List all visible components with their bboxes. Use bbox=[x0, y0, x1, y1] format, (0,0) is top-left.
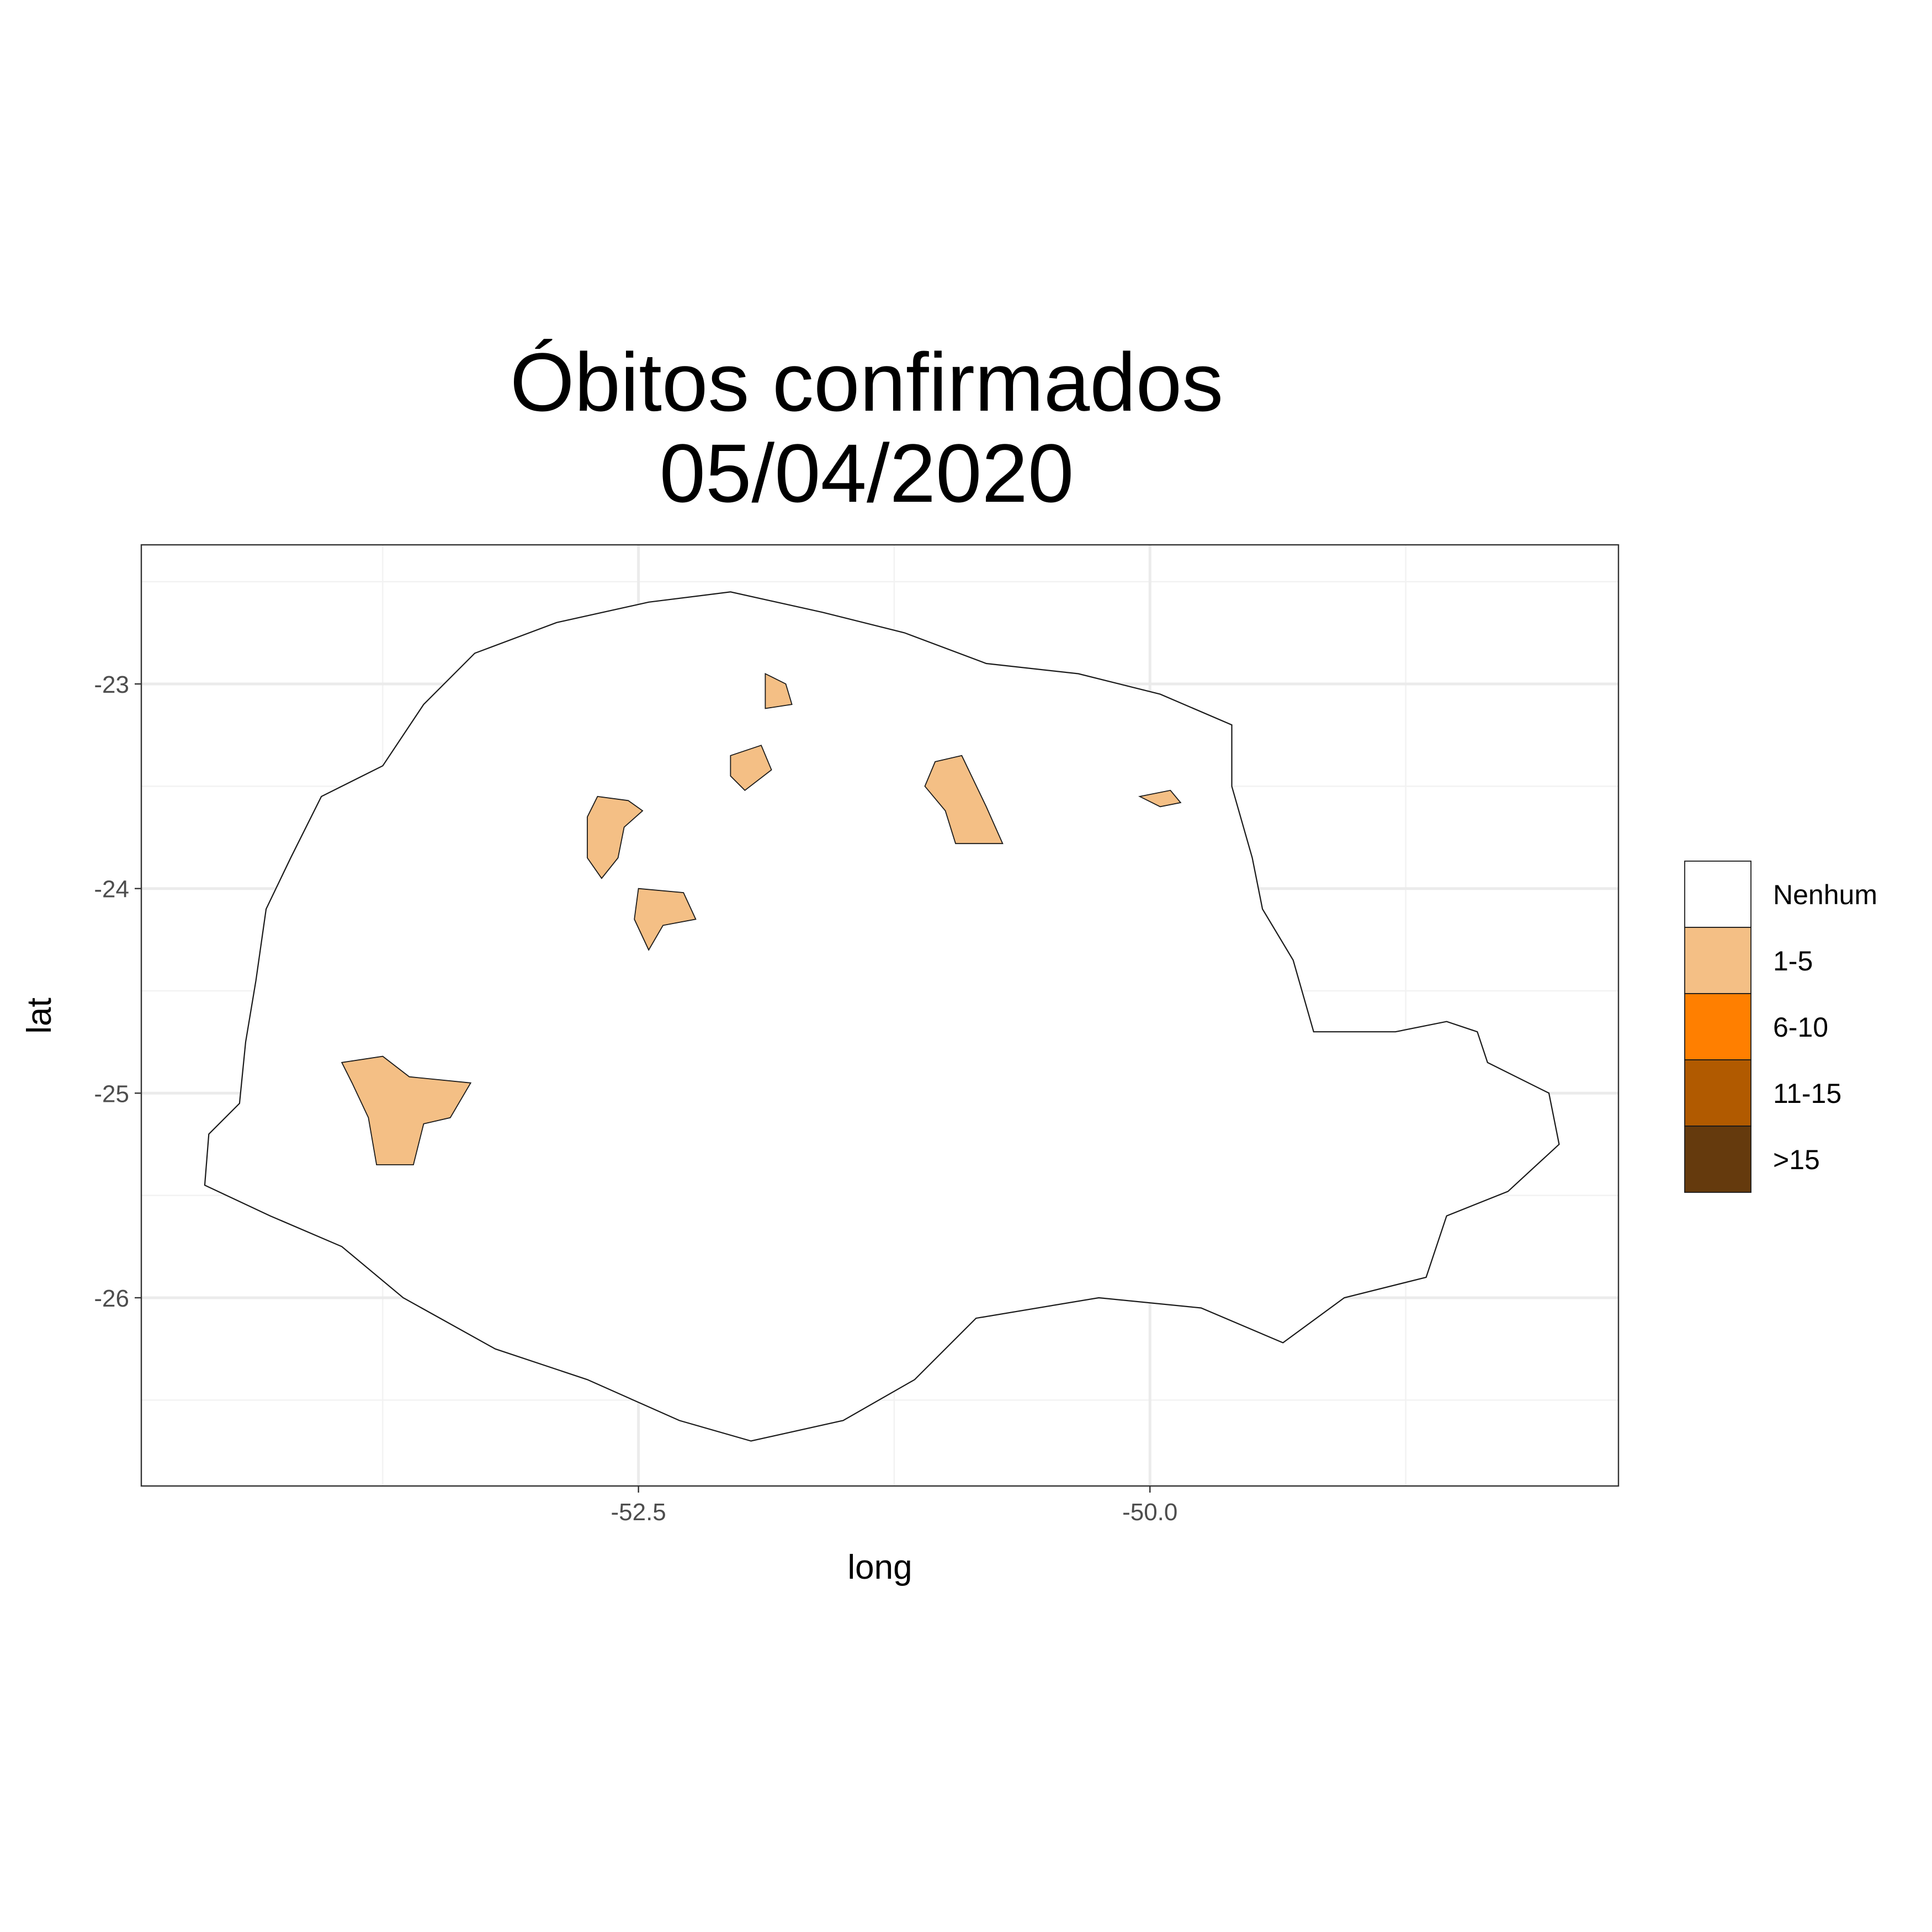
y-tick-label: -26 bbox=[94, 1285, 129, 1312]
state-outline bbox=[204, 591, 1560, 1442]
y-tick-label: -25 bbox=[94, 1080, 129, 1107]
highlighted-municipality-3 bbox=[634, 888, 697, 951]
axis-ticks: -52.5 -50.0 -23 -24 -25 -26 bbox=[94, 671, 1177, 1526]
highlighted-municipality-2 bbox=[587, 795, 644, 879]
highlighted-municipalities bbox=[341, 673, 1182, 1165]
chart-title-line-1: Óbitos confirmados bbox=[509, 336, 1224, 428]
y-tick-label: -24 bbox=[94, 876, 129, 903]
legend-key-4 bbox=[1684, 1059, 1751, 1127]
state-boundary bbox=[204, 591, 1560, 1442]
legend-label-4: 11-15 bbox=[1773, 1078, 1841, 1109]
chart-title-line-2: 05/04/2020 bbox=[659, 427, 1074, 519]
legend-key-1 bbox=[1684, 861, 1751, 928]
panel-border bbox=[140, 544, 1620, 1487]
legend-key-3 bbox=[1684, 993, 1751, 1060]
highlighted-municipality-7 bbox=[1138, 789, 1182, 808]
legend-label-2: 1-5 bbox=[1773, 946, 1813, 976]
legend: Nenhum 1-5 6-10 11-15 >15 bbox=[1684, 861, 1877, 1193]
x-tick-label: -52.5 bbox=[611, 1499, 666, 1526]
highlighted-municipality-6 bbox=[924, 755, 1004, 845]
highlighted-municipality-1 bbox=[341, 1055, 472, 1165]
chart-title: Óbitos confirmados 05/04/2020 bbox=[0, 337, 1733, 519]
x-tick-label: -50.0 bbox=[1122, 1499, 1177, 1526]
x-axis-title: long bbox=[847, 1548, 912, 1586]
y-axis-title: lat bbox=[20, 997, 59, 1033]
legend-key-2 bbox=[1684, 927, 1751, 994]
highlighted-municipality-4 bbox=[730, 745, 772, 791]
legend-label-5: >15 bbox=[1773, 1144, 1820, 1175]
legend-label-1: Nenhum bbox=[1773, 879, 1877, 910]
legend-label-3: 6-10 bbox=[1773, 1012, 1828, 1043]
legend-key-5 bbox=[1684, 1126, 1751, 1193]
highlighted-municipality-5 bbox=[765, 673, 793, 709]
y-tick-label: -23 bbox=[94, 671, 129, 698]
